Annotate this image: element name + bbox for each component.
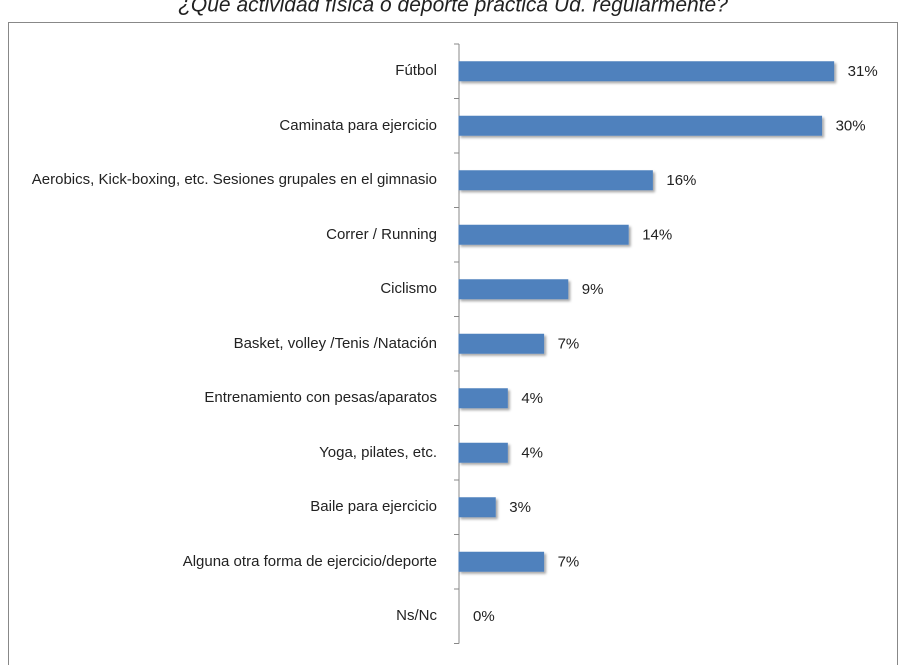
bar bbox=[458, 170, 653, 191]
bar bbox=[458, 279, 569, 300]
value-label: 9% bbox=[582, 281, 604, 298]
bar bbox=[458, 333, 545, 354]
chart-frame bbox=[8, 22, 898, 665]
value-label: 16% bbox=[666, 172, 696, 189]
category-label: Alguna otra forma de ejercicio/deporte bbox=[182, 552, 437, 570]
bar bbox=[458, 224, 629, 245]
value-label: 3% bbox=[509, 499, 531, 516]
value-label: 7% bbox=[558, 336, 580, 353]
value-label: 4% bbox=[521, 390, 543, 407]
category-label: Correr / Running bbox=[326, 225, 437, 243]
category-label: Ciclismo bbox=[380, 280, 437, 298]
category-label: Basket, volley /Tenis /Natación bbox=[233, 334, 437, 352]
bar bbox=[458, 551, 545, 572]
bar bbox=[458, 497, 496, 518]
chart-title: ¿Qué actividad física o deporte práctica… bbox=[178, 0, 728, 17]
category-label: Caminata para ejercicio bbox=[279, 116, 437, 134]
value-label: 0% bbox=[473, 608, 495, 625]
category-label: Entrenamiento con pesas/aparatos bbox=[204, 389, 437, 407]
bar bbox=[458, 115, 823, 136]
bar bbox=[458, 442, 508, 463]
category-label: Ns/Nc bbox=[396, 607, 437, 625]
value-label: 14% bbox=[642, 227, 672, 244]
value-label: 7% bbox=[558, 554, 580, 571]
category-label: Aerobics, Kick-boxing, etc. Sesiones gru… bbox=[31, 171, 437, 189]
category-label: Fútbol bbox=[395, 62, 437, 80]
bar bbox=[458, 61, 835, 82]
bar bbox=[458, 388, 508, 409]
value-label: 30% bbox=[836, 118, 866, 135]
value-label: 31% bbox=[848, 63, 878, 80]
category-label: Yoga, pilates, etc. bbox=[319, 443, 437, 461]
category-label: Baile para ejercicio bbox=[310, 498, 437, 516]
value-label: 4% bbox=[521, 445, 543, 462]
